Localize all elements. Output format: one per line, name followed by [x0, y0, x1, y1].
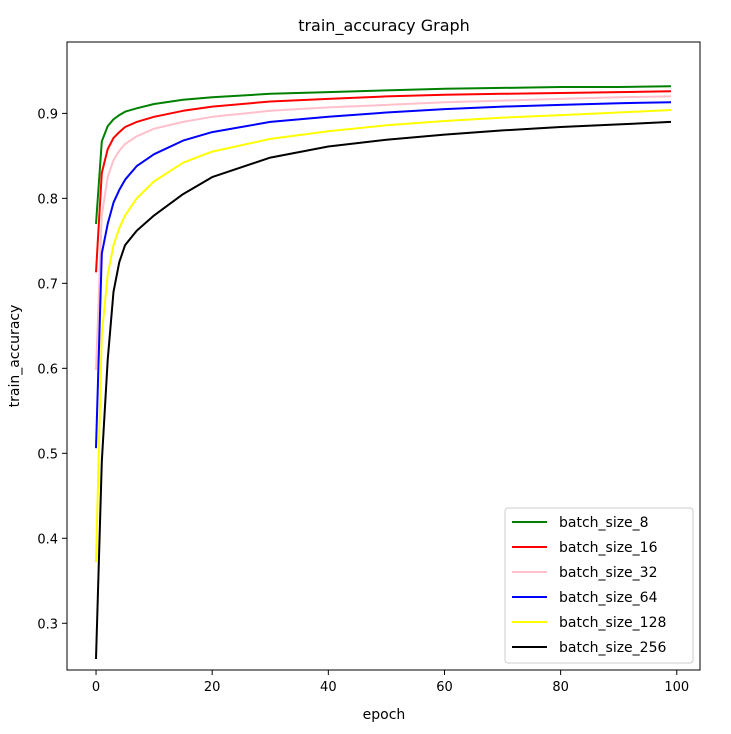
y-tick-label: 0.8 [37, 192, 58, 207]
x-axis-label: epoch [363, 707, 406, 723]
y-tick-label: 0.9 [37, 107, 58, 122]
x-tick-label: 40 [320, 680, 337, 695]
y-axis-label: train_accuracy [7, 305, 23, 408]
y-tick-label: 0.6 [37, 362, 58, 377]
series-line-batch_size_16 [95, 90, 672, 273]
legend-label: batch_size_16 [559, 540, 658, 556]
x-tick-label: 20 [204, 680, 221, 695]
series-line-batch_size_256 [95, 120, 672, 660]
chart-title: train_accuracy Graph [298, 16, 470, 36]
y-tick-label: 0.7 [37, 277, 58, 292]
x-tick-label: 100 [664, 680, 689, 695]
y-tick-label: 0.3 [37, 617, 58, 632]
series-line-batch_size_64 [95, 101, 672, 449]
series-line-batch_size_32 [95, 95, 672, 371]
series-line-batch_size_128 [95, 109, 672, 563]
x-tick-label: 60 [436, 680, 453, 695]
legend-label: batch_size_64 [559, 590, 658, 606]
x-tick-label: 0 [92, 680, 100, 695]
legend-label: batch_size_32 [559, 565, 658, 581]
legend-label: batch_size_128 [559, 615, 666, 631]
plot-frame [66, 41, 701, 671]
y-tick-label: 0.5 [37, 447, 58, 462]
legend-label: batch_size_8 [559, 515, 649, 531]
y-tick-label: 0.4 [37, 532, 58, 547]
x-tick-label: 80 [552, 680, 569, 695]
series-line-batch_size_8 [95, 85, 672, 224]
legend-label: batch_size_256 [559, 640, 666, 656]
legend-box [504, 507, 694, 664]
